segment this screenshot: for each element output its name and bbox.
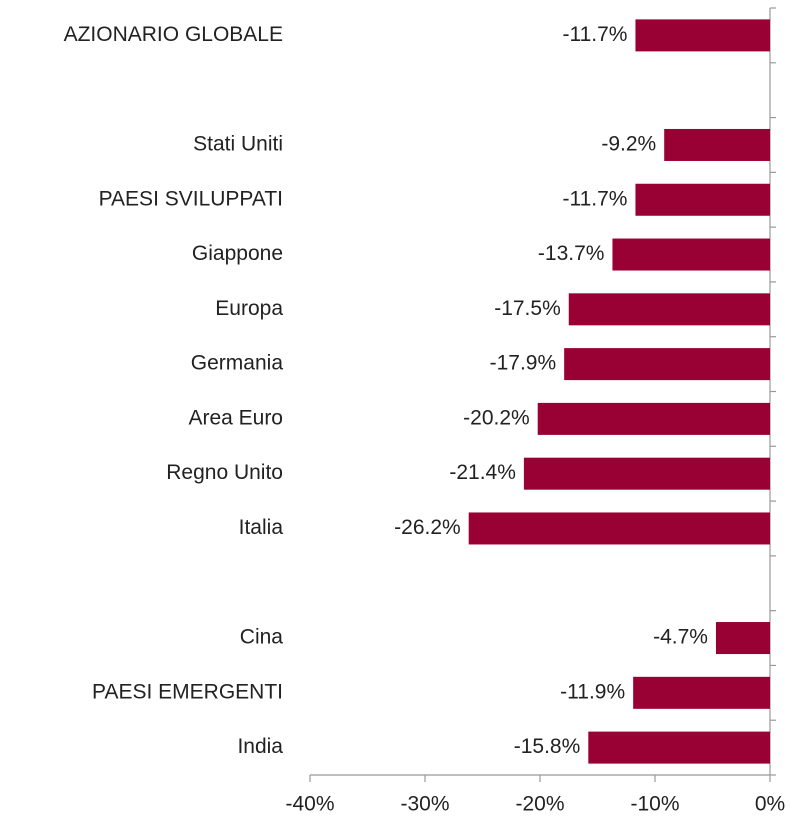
value-label: -9.2%: [601, 133, 656, 156]
value-label: -11.9%: [560, 680, 625, 703]
category-label: India: [237, 735, 283, 758]
value-label: -11.7%: [562, 23, 627, 46]
bar: [715, 622, 770, 655]
category-label: Regno Unito: [166, 461, 283, 484]
bar: [468, 512, 770, 545]
category-label: Italia: [239, 516, 284, 539]
bar: [612, 238, 770, 271]
bar: [633, 676, 770, 709]
category-label: PAESI SVILUPPATI: [99, 187, 283, 210]
bar: [523, 457, 770, 490]
category-label: Stati Uniti: [193, 133, 283, 156]
category-label: Europa: [215, 297, 283, 320]
bar: [537, 402, 770, 435]
value-label: -11.7%: [562, 187, 627, 210]
category-label: AZIONARIO GLOBALE: [64, 23, 283, 46]
value-label: -21.4%: [449, 461, 516, 484]
value-label: -15.8%: [514, 735, 581, 758]
bar: [564, 348, 770, 381]
value-label: -17.5%: [494, 297, 561, 320]
category-label: Giappone: [192, 242, 283, 265]
category-label: Germania: [191, 352, 284, 375]
bar: [568, 293, 770, 326]
value-label: -13.7%: [538, 242, 605, 265]
category-label: PAESI EMERGENTI: [92, 680, 283, 703]
x-tick-label: -10%: [630, 793, 679, 816]
value-label: -4.7%: [653, 626, 708, 649]
bar: [635, 19, 770, 52]
x-tick-label: -30%: [400, 793, 449, 816]
x-tick-label: 0%: [755, 793, 785, 816]
value-label: -26.2%: [394, 516, 461, 539]
category-label: Cina: [240, 626, 284, 649]
x-tick-label: -40%: [285, 793, 334, 816]
x-tick-label: -20%: [515, 793, 564, 816]
category-label: Area Euro: [188, 406, 283, 429]
value-label: -17.9%: [490, 352, 557, 375]
bar: [588, 731, 770, 764]
value-label: -20.2%: [463, 406, 530, 429]
bar: [664, 128, 770, 161]
bar: [635, 183, 770, 216]
